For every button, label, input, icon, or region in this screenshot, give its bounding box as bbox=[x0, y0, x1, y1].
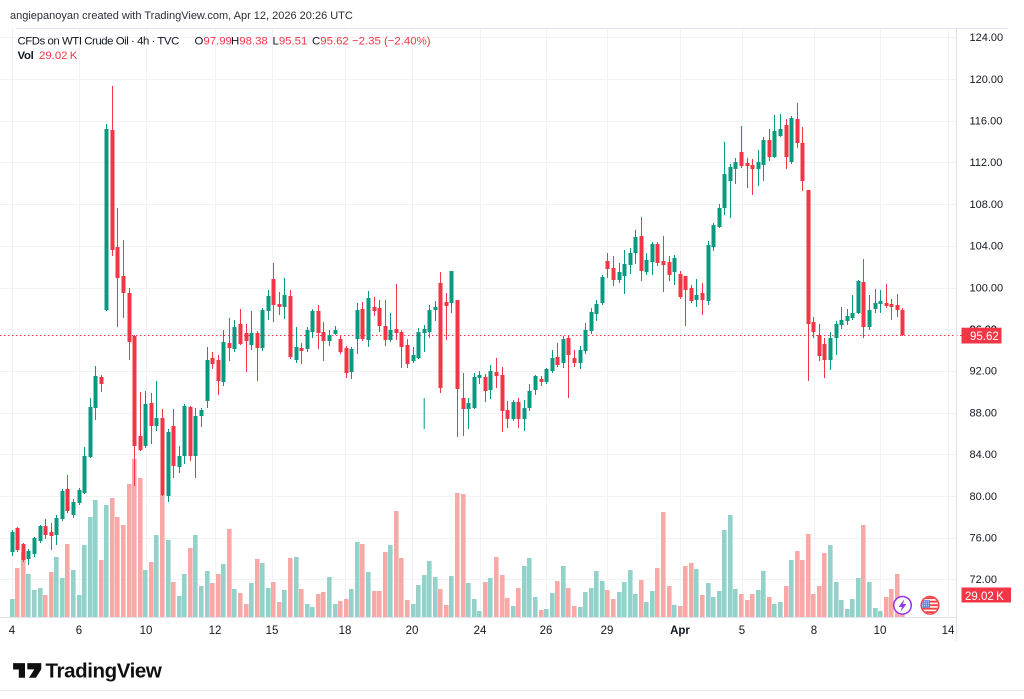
svg-text:72.00: 72.00 bbox=[970, 574, 998, 586]
svg-text:120.00: 120.00 bbox=[970, 74, 1004, 86]
svg-text:84.00: 84.00 bbox=[970, 449, 998, 461]
svg-text:24: 24 bbox=[474, 625, 487, 637]
svg-text:6: 6 bbox=[76, 625, 82, 637]
svg-text:15: 15 bbox=[266, 625, 279, 637]
svg-text:100.00: 100.00 bbox=[970, 282, 1004, 294]
svg-text:112.00: 112.00 bbox=[970, 157, 1003, 169]
svg-text:80.00: 80.00 bbox=[970, 491, 998, 503]
svg-text:29: 29 bbox=[601, 625, 614, 637]
svg-text:TradingView: TradingView bbox=[46, 660, 162, 683]
svg-text:116.00: 116.00 bbox=[970, 116, 1003, 128]
svg-text:CFDs on WTI Crude Oil · 4h · T: CFDs on WTI Crude Oil · 4h · TVC O97.99H9… bbox=[18, 36, 431, 48]
svg-text:4: 4 bbox=[9, 625, 16, 637]
svg-text:20: 20 bbox=[406, 625, 419, 637]
svg-text:88.00: 88.00 bbox=[970, 407, 998, 419]
svg-text:95.62: 95.62 bbox=[970, 331, 999, 343]
svg-text:92.00: 92.00 bbox=[970, 366, 998, 378]
svg-text:26: 26 bbox=[540, 625, 553, 637]
svg-text:Apr: Apr bbox=[670, 625, 690, 637]
svg-text:8: 8 bbox=[811, 625, 817, 637]
svg-text:108.00: 108.00 bbox=[970, 199, 1004, 211]
svg-text:10: 10 bbox=[874, 625, 887, 637]
svg-text:angiepanoyan created with Trad: angiepanoyan created with TradingView.co… bbox=[10, 10, 353, 22]
svg-text:29.02 K: 29.02 K bbox=[965, 591, 1004, 603]
svg-text:124.00: 124.00 bbox=[970, 32, 1004, 44]
svg-text:12: 12 bbox=[209, 625, 222, 637]
svg-text:10: 10 bbox=[140, 625, 153, 637]
svg-text:76.00: 76.00 bbox=[970, 533, 998, 545]
svg-text:104.00: 104.00 bbox=[970, 241, 1004, 253]
svg-text:14: 14 bbox=[942, 625, 955, 637]
svg-text:5: 5 bbox=[739, 625, 745, 637]
svg-text:18: 18 bbox=[339, 625, 352, 637]
